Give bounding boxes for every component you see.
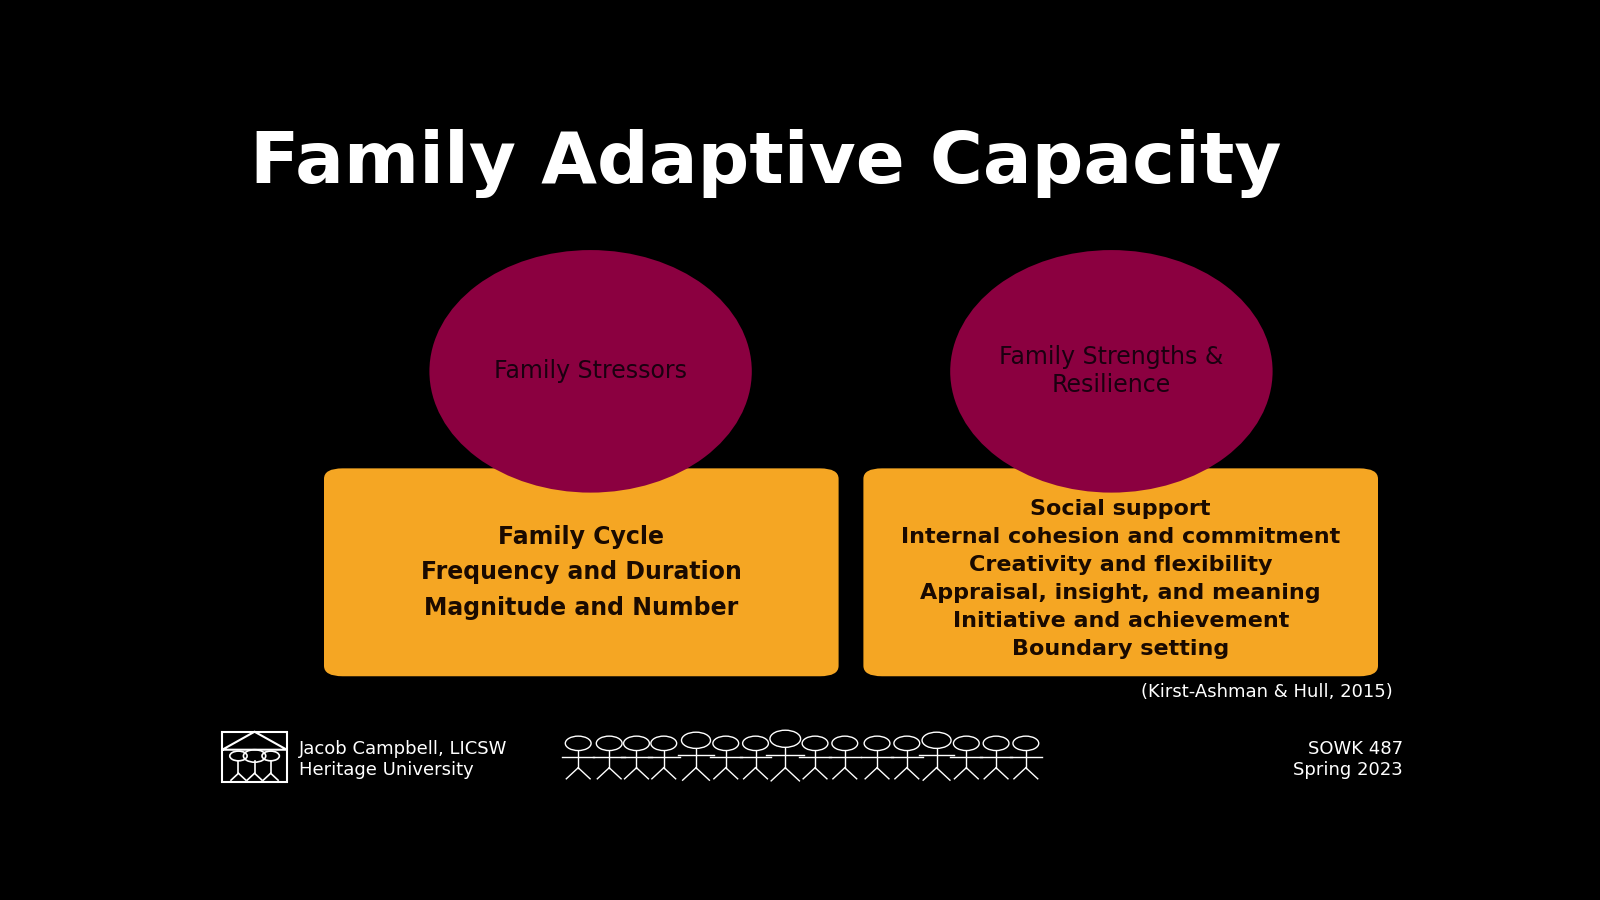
Text: Jacob Campbell, LICSW: Jacob Campbell, LICSW [299,740,507,758]
Ellipse shape [429,250,752,492]
Text: Family Adaptive Capacity: Family Adaptive Capacity [250,129,1282,198]
Text: Spring 2023: Spring 2023 [1293,760,1403,778]
Ellipse shape [950,250,1272,492]
Text: Family Stressors: Family Stressors [494,359,686,383]
Text: Family Strengths &
Resilience: Family Strengths & Resilience [1000,346,1224,397]
Text: (Kirst-Ashman & Hull, 2015): (Kirst-Ashman & Hull, 2015) [1141,682,1394,700]
FancyBboxPatch shape [864,468,1378,676]
FancyBboxPatch shape [323,468,838,676]
Text: Heritage University: Heritage University [299,760,474,778]
Text: Family Cycle
Frequency and Duration
Magnitude and Number: Family Cycle Frequency and Duration Magn… [421,525,742,620]
Text: SOWK 487: SOWK 487 [1307,740,1403,758]
Text: Social support
Internal cohesion and commitment
Creativity and flexibility
Appra: Social support Internal cohesion and com… [901,500,1341,659]
